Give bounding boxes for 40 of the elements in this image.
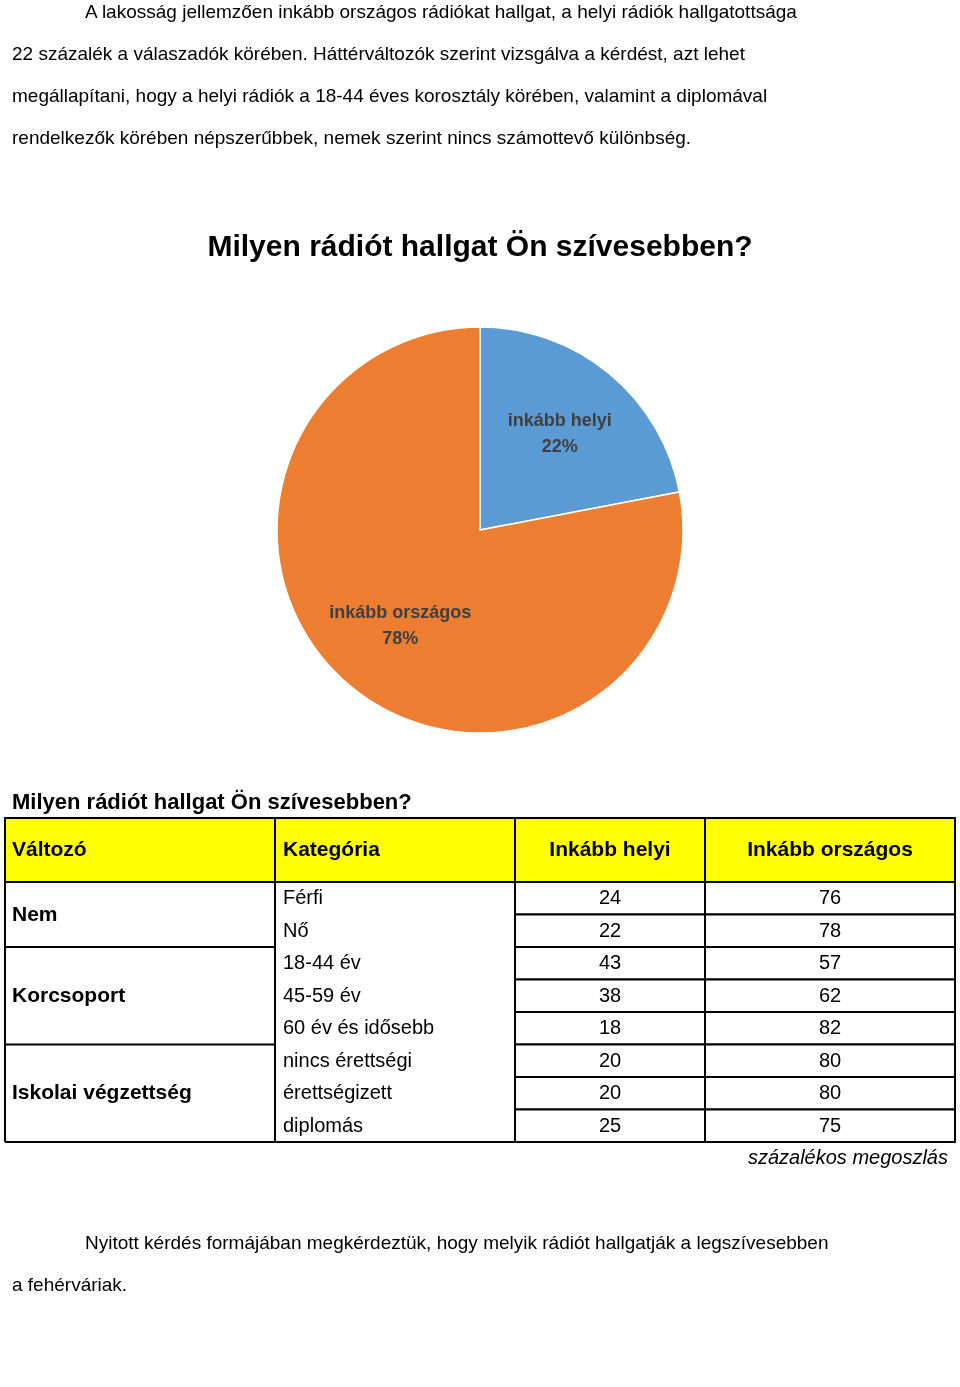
data-label: 80 xyxy=(818,1081,842,1104)
slice-label: inkább országos xyxy=(329,602,472,623)
y-tick-label: Férfi xyxy=(283,886,323,909)
data-label: 75 xyxy=(818,1113,842,1136)
y-tick-label: nincs érettségi xyxy=(283,1048,412,1071)
text: Nem xyxy=(12,901,58,925)
text: százalékos megoszlás xyxy=(747,1146,948,1168)
data-label: 43 xyxy=(598,951,622,974)
data-label: 25 xyxy=(598,1113,622,1136)
data-label: 24 xyxy=(598,886,622,909)
y-tick-label: diplomás xyxy=(283,1113,364,1136)
data-label: 78% xyxy=(382,628,419,649)
chart-title: Milyen rádiót hallgat Ön szívesebben? xyxy=(207,229,753,262)
y-axis-title: Kategória xyxy=(283,837,381,860)
data-label: 22 xyxy=(598,918,622,941)
data-label: 18 xyxy=(598,1016,622,1039)
y-tick-label: érettségizett xyxy=(283,1081,393,1104)
data-label: 76 xyxy=(818,886,842,909)
text: Nyitott kérdés formájában megkérdeztük, hogy melyik rádiót hallgatják a legszívesebben a fehérváriak. xyxy=(12,1232,829,1295)
x-tick-label: Inkább helyi xyxy=(549,837,671,860)
data-label: 22% xyxy=(541,435,578,456)
y-tick-label: Nő xyxy=(283,918,309,941)
text: Változó xyxy=(12,837,87,860)
data-label: 38 xyxy=(598,983,622,1006)
data-label: 80 xyxy=(818,1048,842,1071)
text: Korcsoport xyxy=(12,982,126,1006)
data-label: 82 xyxy=(818,1016,842,1039)
text: Iskolai végzettség xyxy=(12,1080,192,1104)
y-tick-label: 45-59 év xyxy=(283,983,361,1006)
data-label: 57 xyxy=(818,951,842,974)
y-tick-label: 60 év és idősebb xyxy=(283,1016,435,1039)
text: A lakosság jellemzően inkább országos rádiókat hallgat, a helyi rádiók hallgatottsága 22 százalék a válaszadók körében. Háttérváltozók szerint vizsgálva a kérdést, azt lehet megállapítani, hogy a helyi rádiók a 18-44 éves korosztály körében, valamint a diplomával rendelkezők körében népszerűbbek, nemek szerint nincs számottevő különbség. xyxy=(12,1,798,148)
data-label: 20 xyxy=(598,1048,622,1071)
slice-label: inkább helyi xyxy=(507,409,612,430)
data-label: 62 xyxy=(818,983,842,1006)
x-tick-label: Inkább országos xyxy=(747,837,913,860)
data-label: 20 xyxy=(598,1081,622,1104)
data-label: 78 xyxy=(818,918,842,941)
y-tick-label: 18-44 év xyxy=(283,951,361,974)
text: Milyen rádiót hallgat Ön szívesebben? xyxy=(12,789,412,814)
